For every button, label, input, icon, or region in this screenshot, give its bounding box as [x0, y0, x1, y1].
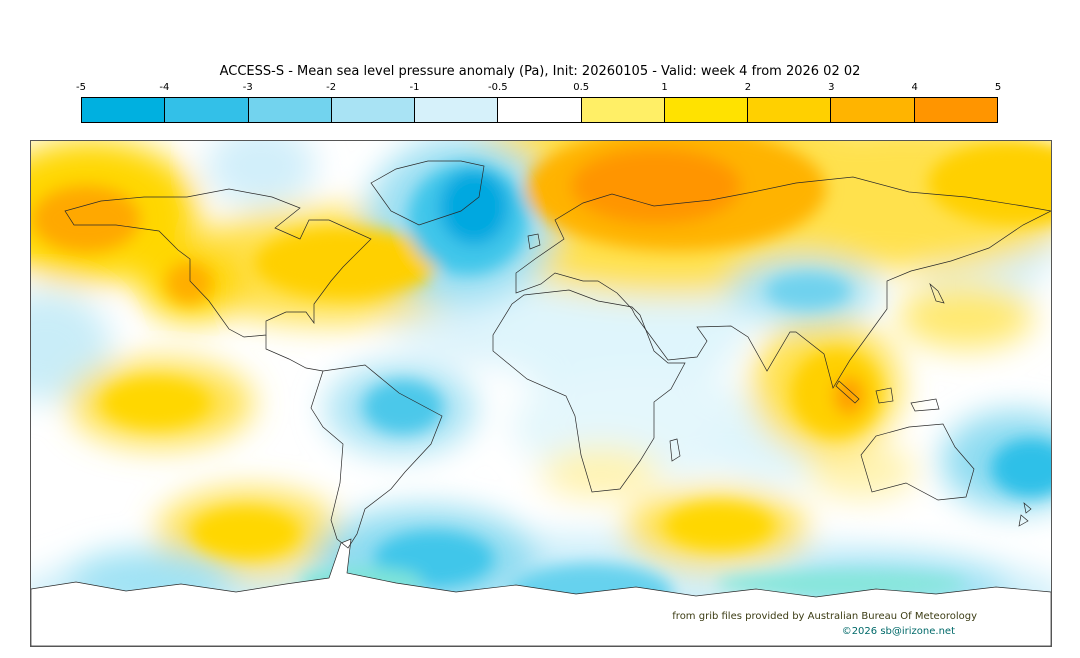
africa-coastline [492, 289, 686, 493]
colorbar-segment [330, 98, 415, 122]
borneo-coastline [875, 387, 894, 404]
colorbar-segment [747, 98, 831, 122]
colorbar-tick-label: -1 [409, 82, 420, 93]
chart-title: ACCESS-S - Mean sea level pressure anoma… [219, 64, 861, 79]
anomaly-blob [834, 377, 864, 415]
colorbar-segment [663, 98, 748, 122]
colorbar-segment [164, 98, 248, 122]
anomaly-blob [439, 169, 509, 245]
colorbar-segment [82, 98, 165, 122]
data-provider-credit: from grib files provided by Australian B… [672, 611, 977, 622]
colorbar-segment [497, 98, 581, 122]
anomaly-blob [166, 262, 212, 304]
colorbar: -5 -4 -3 -2 -1 -0.5 0.5 1 2 3 4 5 [76, 82, 1002, 128]
colorbar-tick-label: 0.5 [573, 82, 590, 93]
sumatra-coastline [835, 380, 860, 404]
new-guinea-coastline [910, 398, 940, 412]
anomaly-field-cores [32, 141, 1051, 623]
japan-coastline [929, 282, 945, 304]
anomaly-blob [571, 148, 741, 224]
colorbar-tick-label: 5 [994, 82, 1002, 93]
australia-coastline [860, 423, 975, 501]
anomaly-blob [102, 378, 210, 428]
anomaly-blob [806, 443, 916, 499]
colorbar-segment [830, 98, 914, 122]
greenland-coastline [370, 160, 485, 226]
madagascar-coastline [669, 438, 681, 462]
colorbar-tick-row: -5 -4 -3 -2 -1 -0.5 0.5 1 2 3 4 5 [76, 82, 1002, 97]
colorbar-segment [913, 98, 997, 122]
anomaly-blob [928, 141, 1051, 225]
colorbar-segment [580, 98, 664, 122]
world-map: from grib files provided by Australian B… [30, 140, 1052, 647]
colorbar-segment [414, 98, 498, 122]
anomaly-blob [766, 273, 850, 309]
copyright-credit: ©2026 sb@irizone.net [841, 626, 955, 637]
anomaly-blob [363, 380, 443, 434]
colorbar-tick-label: -4 [159, 82, 170, 93]
south-america-coastline [310, 364, 443, 549]
colorbar-tick-label: -0.5 [488, 82, 508, 93]
anomaly-blob [665, 503, 773, 549]
anomaly-blob [191, 508, 299, 558]
central-america-coastline [265, 335, 324, 372]
colorbar-tick-label: -2 [326, 82, 337, 93]
colorbar-tick-label: -5 [76, 82, 86, 93]
north-america-coastline [64, 188, 372, 338]
eurasia-coastline [515, 176, 1051, 389]
anomaly-blob [898, 283, 1034, 349]
colorbar-tick-label: 1 [661, 82, 668, 93]
british-isles-coastline [527, 233, 541, 250]
colorbar-bar [81, 97, 998, 123]
anomaly-blob [991, 439, 1051, 497]
colorbar-tick-label: 3 [828, 82, 835, 93]
antarctica-coastline [31, 538, 1051, 646]
colorbar-segment [247, 98, 331, 122]
anomaly-blob [541, 447, 661, 499]
anomaly-blob [31, 291, 111, 401]
coastlines [31, 160, 1051, 646]
anomaly-blob [206, 141, 316, 208]
colorbar-tick-label: 2 [744, 82, 752, 93]
anomaly-blob [32, 186, 140, 252]
anomaly-blob [254, 227, 438, 299]
new-zealand-coastline [1018, 502, 1032, 527]
map-canvas [31, 141, 1051, 646]
anomaly-blob [716, 571, 966, 597]
colorbar-tick-label: -3 [242, 82, 253, 93]
colorbar-tick-label: 4 [911, 82, 918, 93]
